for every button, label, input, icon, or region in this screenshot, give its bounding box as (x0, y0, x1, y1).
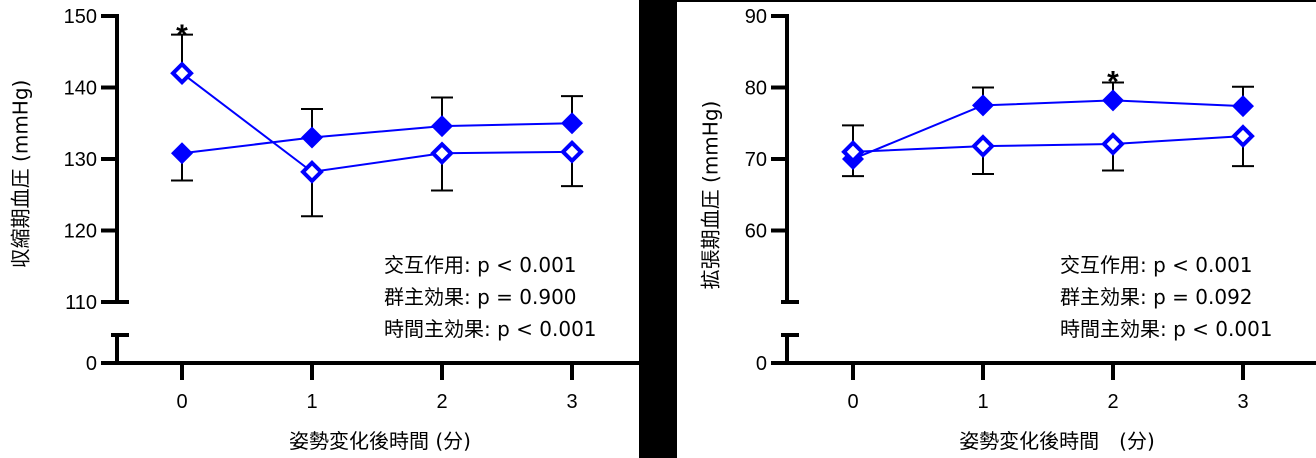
x-tick-label: 3 (566, 391, 577, 413)
panel-divider (639, 0, 677, 458)
y-tick-label: 120 (64, 221, 97, 243)
filled-diamond-marker (972, 94, 994, 117)
series-line (852, 99, 1244, 160)
series-line (852, 135, 1244, 153)
x-tick-label: 0 (176, 391, 187, 413)
y-tick-label: 0 (756, 353, 767, 375)
systolic-bp-chart: 0 110 120 130 140 150 0 1 2 3 収縮期血圧 (mmHg) 姿勢変化後時間 … (9, 6, 640, 453)
y-tick-label: 130 (64, 149, 97, 171)
open-diamond-marker (1101, 132, 1125, 156)
open-diamond-marker (560, 140, 584, 164)
y-tick-label: 150 (64, 6, 97, 28)
x-axis-title: 姿勢変化後時間 (分) (959, 429, 1155, 453)
filled-diamond-marker (171, 142, 193, 165)
y-tick-label: 60 (745, 221, 767, 243)
filled-diamond-marker (561, 112, 583, 135)
open-diamond-marker (971, 134, 995, 158)
open-diamond-marker (841, 140, 865, 164)
y-tick-label: 110 (65, 292, 97, 314)
open-diamond-marker (170, 61, 194, 86)
x-tick-label: 2 (1107, 391, 1118, 413)
stat-result: 時間主効果: p < 0.001 (384, 317, 597, 341)
y-tick-label: 70 (745, 149, 767, 171)
x-tick-label: 1 (306, 391, 317, 413)
stat-result: 群主効果: p = 0.092 (1060, 285, 1253, 309)
panel-top-border (677, 0, 1316, 2)
series-line (181, 72, 573, 173)
open-diamond-marker (300, 160, 324, 184)
filled-diamond-marker (1102, 89, 1124, 112)
open-diamond-marker (1231, 124, 1255, 148)
stat-result: 交互作用: p < 0.001 (384, 253, 577, 277)
y-tick-label: 0 (86, 353, 97, 375)
significance-star: * (176, 19, 188, 52)
filled-diamond-marker (431, 115, 453, 138)
filled-diamond-marker (301, 126, 323, 149)
y-axis-title: 拡張期血圧 (mmHg) (699, 101, 723, 290)
x-tick-label: 1 (977, 391, 988, 413)
x-axis-title: 姿勢変化後時間 (分) (289, 429, 471, 453)
x-tick-label: 0 (847, 391, 858, 413)
stat-result: 群主効果: p = 0.900 (384, 285, 577, 309)
significance-star: * (1107, 66, 1119, 99)
x-tick-label: 2 (436, 391, 447, 413)
y-tick-label: 140 (64, 78, 97, 100)
open-diamond-marker (430, 141, 454, 166)
series-line (181, 122, 573, 155)
diastolic-bp-chart: 0 60 70 80 90 0 1 2 3 拡張期血圧 (mmHg) 姿勢変化後時間 (分) * 交互作… (699, 6, 1316, 453)
y-tick-label: 90 (745, 6, 767, 28)
stat-result: 時間主効果: p < 0.001 (1060, 317, 1273, 341)
filled-diamond-marker (1232, 95, 1254, 118)
y-axis-title: 収縮期血圧 (mmHg) (9, 80, 33, 269)
x-tick-label: 3 (1237, 391, 1248, 413)
y-tick-label: 80 (745, 78, 767, 100)
stat-result: 交互作用: p < 0.001 (1060, 253, 1253, 277)
